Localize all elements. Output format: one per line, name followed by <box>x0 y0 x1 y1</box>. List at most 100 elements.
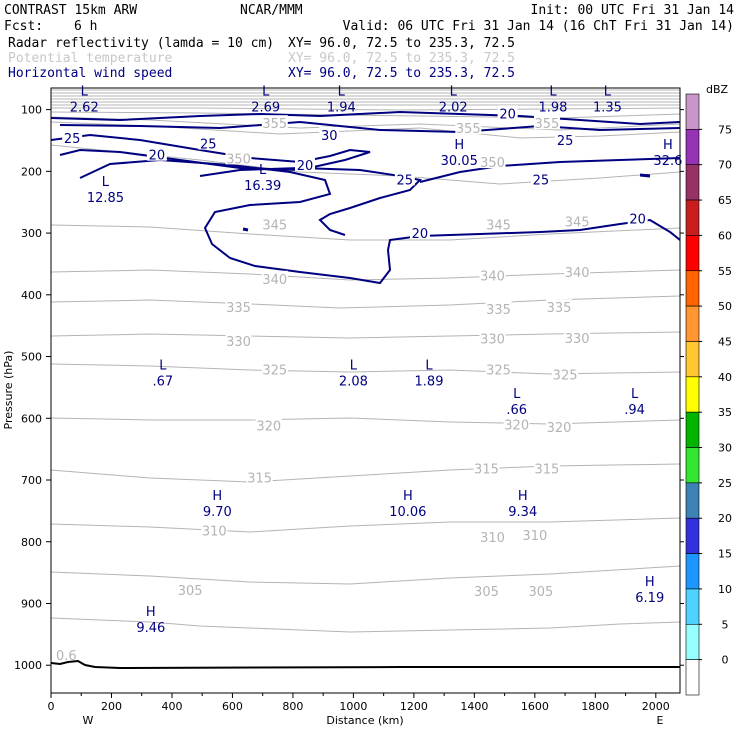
wind-label: 20 <box>629 212 646 227</box>
theta-label: 355 <box>456 122 481 137</box>
colorbar-level: 65 <box>718 194 732 207</box>
theta-label-bg <box>473 583 500 598</box>
theta-label-bg <box>479 267 506 282</box>
colorbar-swatch <box>685 588 700 625</box>
colorbar-swatch <box>685 659 700 696</box>
colorbar-level: 35 <box>718 406 732 419</box>
extremum-type: H <box>403 489 413 504</box>
theta-label: 320 <box>256 420 281 435</box>
colorbar-swatch <box>685 447 700 484</box>
colorbar-swatch <box>685 376 700 413</box>
theta-label: 315 <box>474 462 499 477</box>
extremum-type: L <box>262 84 270 99</box>
wind-label-bg <box>62 130 83 145</box>
wind-label: 20 <box>499 107 516 122</box>
colorbar-level: 0 <box>722 654 729 667</box>
y-axis: 100 200 300 400 500 600 700 800 900 1000 <box>14 104 684 672</box>
theta-label: 310 <box>522 529 547 544</box>
wind-line-25-east <box>419 157 680 183</box>
wind-label: 25 <box>64 132 81 147</box>
theta-label: 325 <box>262 364 287 379</box>
colorbar-level: 45 <box>718 335 732 348</box>
y-tick-label: 600 <box>21 412 42 425</box>
theta-label: 305 <box>474 585 499 600</box>
colorbar-level: 70 <box>718 159 732 172</box>
extremum-value: 1.89 <box>415 375 444 390</box>
colorbar-swatch <box>685 305 700 342</box>
extremum-type: L <box>159 359 167 374</box>
wind-label-bg <box>394 171 415 186</box>
wind-label: 25 <box>533 173 550 188</box>
theta-line <box>51 269 680 281</box>
theta-line <box>51 331 680 339</box>
colorbar-level: 60 <box>718 229 732 242</box>
extremum-type: H <box>645 575 655 590</box>
extremum-value: 9.70 <box>203 505 232 520</box>
theta-label: 335 <box>547 301 572 316</box>
extremum-value: 30.05 <box>441 154 478 169</box>
theta-label: 315 <box>535 462 560 477</box>
x-tick-label: 400 <box>161 700 182 713</box>
theta-label-bg <box>546 299 573 314</box>
theta-label-bg <box>485 301 512 316</box>
theta-label-bg <box>564 330 591 345</box>
extremum-value: 9.46 <box>136 621 165 636</box>
theta-label-bg <box>552 366 579 381</box>
x-tick-label: 1800 <box>581 700 609 713</box>
colorbar-swatch <box>685 235 700 272</box>
colorbar-swatch <box>685 93 700 130</box>
wind-label: 25 <box>200 138 217 153</box>
y-tick-label: 100 <box>21 104 42 117</box>
wind-line-small <box>242 227 249 232</box>
theta-label: 335 <box>226 301 251 316</box>
extremum-type: L <box>513 387 521 402</box>
extremum-type: H <box>518 489 528 504</box>
fcst-label: Fcst: <box>4 19 43 34</box>
colorbar-level: 40 <box>718 371 732 384</box>
x-tick-label: 1400 <box>460 700 488 713</box>
extremum-type: H <box>454 138 464 153</box>
extremum-value: .67 <box>153 375 174 390</box>
theta-line <box>51 111 680 119</box>
extremum-type: L <box>81 84 89 99</box>
extremum-value: 1.94 <box>327 100 356 115</box>
x-tick-label: 800 <box>282 700 303 713</box>
extremum-value: 2.69 <box>251 100 280 115</box>
theta-label-bg <box>261 270 288 285</box>
theta-label: 310 <box>202 525 227 540</box>
y-tick-label: 200 <box>21 165 42 178</box>
extremum-value: 1.35 <box>593 100 622 115</box>
model-title: CONTRAST 15km ARW <box>4 3 137 18</box>
theta-label-bg <box>533 115 560 130</box>
theta-label: 320 <box>504 418 529 433</box>
fcst-value: 6 h <box>74 19 97 34</box>
theta-label-bg <box>261 216 288 231</box>
wind-label-bg <box>409 225 430 240</box>
extremum-type: H <box>212 489 222 504</box>
y-axis-title: Pressure (hPa) <box>2 351 15 430</box>
theta-label: 330 <box>565 332 590 347</box>
init-time: Init: 00 UTC Fri 31 Jan 14 <box>531 3 735 18</box>
theta-label-bg <box>485 361 512 376</box>
extremum-type: L <box>450 84 458 99</box>
field-theta-xy: XY= 96.0, 72.5 to 235.3, 72.5 <box>288 51 515 66</box>
colorbar-units: dBZ <box>706 83 729 96</box>
wind-label: 20 <box>297 159 314 174</box>
colorbar-level: 5 <box>722 618 729 631</box>
wind-label: 20 <box>412 227 429 242</box>
wind-label: 20 <box>149 149 166 164</box>
theta-label-bg <box>546 418 573 433</box>
theta-labels: 355 355 355 350 350 345 345 345 340 340 340 335 335 3… <box>177 115 591 600</box>
theta-label-bg <box>261 115 288 130</box>
extremum-value: 2.02 <box>439 100 468 115</box>
theta-label: 350 <box>480 156 505 171</box>
wind-label-bg <box>198 135 219 150</box>
theta-label: 340 <box>480 270 505 285</box>
theta-label: 325 <box>553 368 578 383</box>
plot-background <box>51 88 680 693</box>
plot-area: 355 355 355 350 350 345 345 345 340 340 340 335 335 3… <box>50 84 682 694</box>
theta-label: 330 <box>226 335 251 350</box>
colorbar-swatch <box>685 129 700 166</box>
theta-line <box>51 107 680 111</box>
field-reflectivity-xy: XY= 96.0, 72.5 to 235.3, 72.5 <box>288 36 515 51</box>
